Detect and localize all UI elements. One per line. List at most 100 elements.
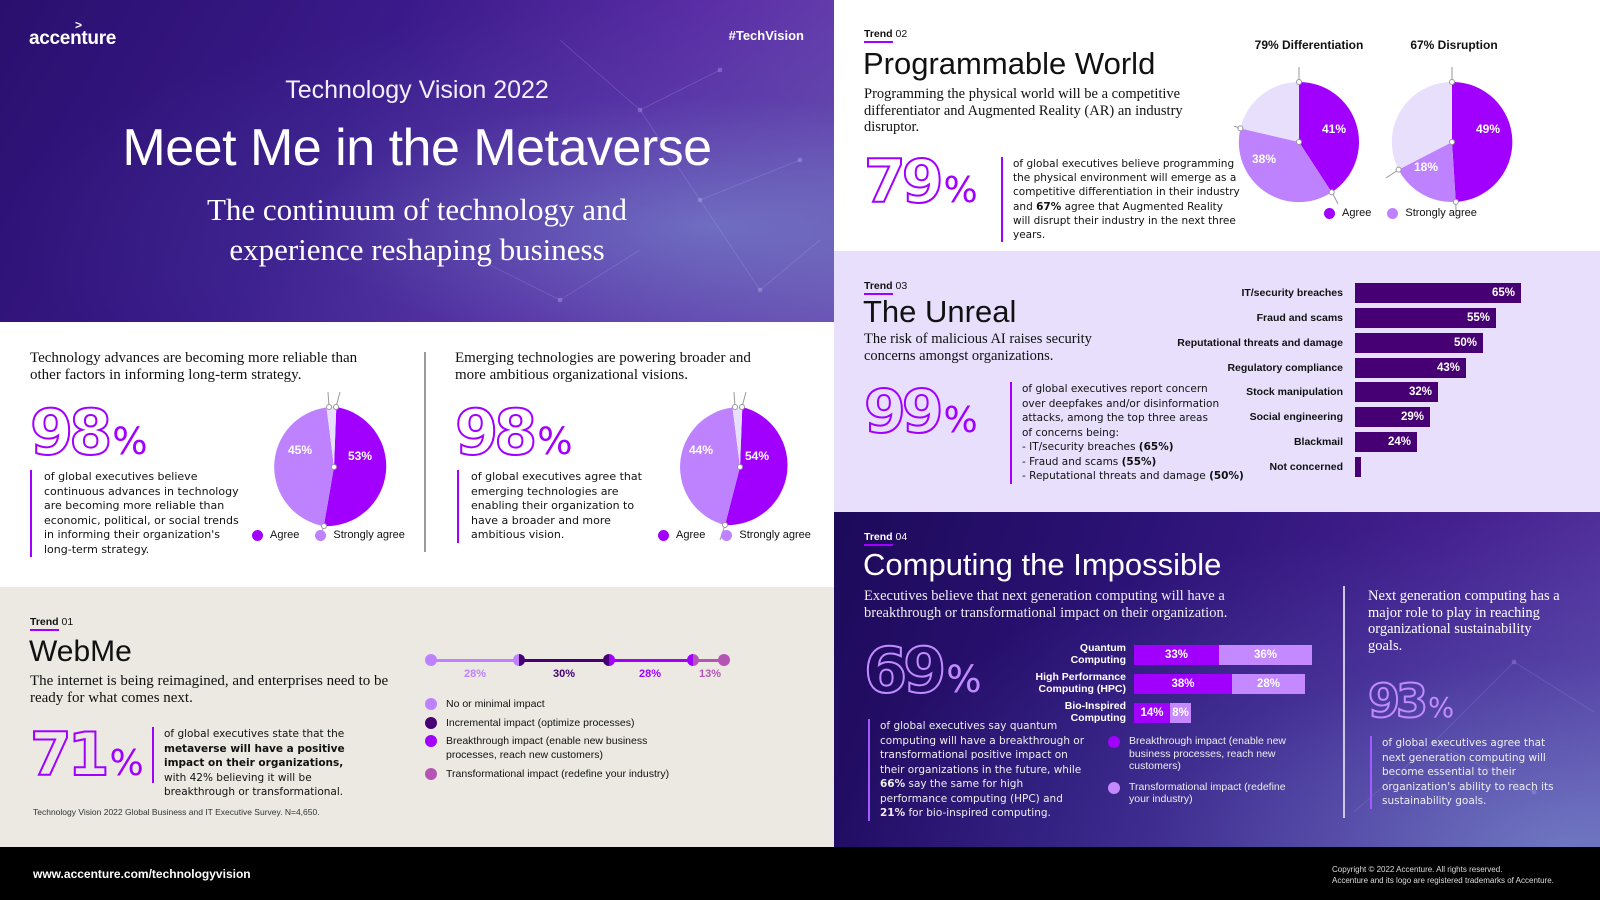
trend-label: Trend 01 [30,616,73,631]
bar: 24% [1355,432,1417,452]
trend-subtitle: The risk of malicious AI raises security… [864,331,1092,364]
bar: 43% [1355,358,1466,378]
legend-item-strongly-agree: Strongly agree [1387,207,1477,219]
timeline-value-minimal: 28% [463,668,487,680]
impact-legend: No or minimal impact Incremental impact … [425,697,669,785]
timeline-node [687,654,699,666]
pie-legend: Agree Strongly agree [1324,207,1477,219]
legend-swatch-strongly-agree [721,529,733,541]
pie-chart-differentiation [1234,67,1359,205]
trend-title: The Unreal [863,294,1017,329]
pie-chart-disruption [1385,67,1513,212]
key-stats-section: Technology advances are becoming more re… [0,322,834,587]
trend-label: Trend 02 [864,28,907,43]
legend-item-transformational: Transformational impact (redefine your i… [425,767,669,781]
legend-swatch [1108,736,1120,748]
bar-row: Regulatory compliance 43% [1169,358,1466,378]
timeline-value-incremental: 30% [552,668,576,680]
timeline-node [425,654,437,666]
stat-big-number: 79% [863,147,978,217]
stat-big-number: 98% [29,396,148,469]
pie-label-agree: 41% [1322,122,1347,136]
trend-subtitle: Programming the physical world will be a… [864,86,1183,135]
pie-label-strongly-agree: 18% [1414,160,1439,174]
stat-big-number: 98% [454,396,573,469]
stat-big-number: 93% [1367,674,1455,728]
impact-timeline-chart: 28% 30% 28% 13% [425,649,730,680]
hero-banner: > accenture #TechVision Technology Visio… [0,0,834,322]
bar-row: Not concerned [1169,457,1361,477]
section-divider [1343,586,1345,818]
pie-chart-tech-reliability [274,392,387,541]
timeline-segment-transformational [693,659,729,662]
stat-description: of global executives believe continuous … [30,470,240,557]
timeline-node [513,654,525,666]
bar-row-bio-inspired: Bio-Inspired Computing 14% 8% [1022,700,1191,724]
survey-source-note: Technology Vision 2022 Global Business a… [33,807,320,817]
bar-row-hpc: High Performance Computing (HPC) 38% 28% [1022,671,1305,695]
pie-label-strongly-agree: 38% [1252,152,1277,166]
legend-item-transformational: Transformational impact (redefine your i… [1108,781,1288,806]
bar: 50% [1355,333,1483,353]
trend-03-the-unreal: Trend 03 The Unreal The risk of maliciou… [834,251,1600,512]
trend-title: Computing the Impossible [863,547,1222,582]
timeline-value-breakthrough: 28% [638,668,662,680]
timeline-node [718,654,730,666]
bar-breakthrough: 38% [1134,673,1232,694]
stat-description: of global executives state that the meta… [152,727,367,798]
bar-row: Fraud and scams 55% [1169,308,1496,328]
website-link[interactable]: www.accenture.com/technologyvision [33,867,251,881]
pie-title-disruption: 67% Disruption [1410,38,1498,52]
hashtag: #TechVision [728,28,804,43]
bar: 55% [1355,308,1496,328]
bullet-item: - Reputational threats and damage (50%) [1022,470,1244,482]
legend-item-breakthrough: Breakthrough impact (enable new business… [1108,735,1288,773]
legend-item-incremental: Incremental impact (optimize processes) [425,716,669,730]
pie-label-agree: 49% [1476,122,1501,136]
stat-heading: Technology advances are becoming more re… [30,350,358,383]
legend-item-agree: Agree [252,529,299,541]
legend-item-strongly-agree: Strongly agree [315,529,405,541]
sustainability-description: of global executives agree that next gen… [1370,736,1560,809]
bar-transformational: 36% [1219,644,1312,665]
accenture-logo[interactable]: > accenture [29,18,117,49]
trend-subtitle: The internet is being reimagined, and en… [30,673,389,706]
timeline-segment-breakthrough [609,659,693,662]
page-title: Meet Me in the Metaverse [122,119,712,177]
legend-item-agree: Agree [1324,207,1371,219]
bullet-item: - Fraud and scams (55%) [1022,455,1157,468]
pie-chart-ambitious-vision [680,392,788,541]
bar-row: Blackmail 24% [1169,432,1417,452]
bar-row: IT/security breaches 65% [1169,283,1521,303]
stat-description: of global executives agree that emerging… [457,470,647,543]
stat-description: of global executives say quantum computi… [868,719,1088,821]
legend-item-breakthrough: Breakthrough impact (enable new business… [425,734,655,762]
pie-label-strongly-agree: 45% [288,443,313,457]
pie-label-agree: 53% [348,449,373,463]
stat-big-number: 71% [29,720,144,790]
bar [1355,457,1361,477]
legend-swatch [425,716,437,729]
bar: 32% [1355,382,1438,402]
timeline-node [603,654,615,666]
pie-label-agree: 54% [745,449,770,463]
legend-swatch [425,767,437,780]
legend-swatch [425,698,437,710]
stat-big-number: 69% [863,634,982,707]
section-divider [424,352,426,552]
report-kicker: Technology Vision 2022 [285,76,549,104]
pie-label-strongly-agree: 44% [689,443,714,457]
computing-legend: Breakthrough impact (enable new business… [1108,735,1288,814]
legend-swatch [1108,781,1120,794]
pie-legend: Agree Strongly agree [658,529,811,541]
legend-swatch-strongly-agree [1387,207,1399,219]
legend-swatch-agree [1324,207,1335,219]
trend-subtitle: Executives believe that next generation … [864,588,1228,621]
trend-04-computing-the-impossible: Trend 04 Computing the Impossible Execut… [834,512,1600,847]
page-subtitle: The continuum of technology and experien… [206,192,628,267]
stat-heading: Emerging technologies are powering broad… [455,350,751,383]
bar-breakthrough: 33% [1134,644,1219,665]
pie-title-differentiation: 79% Differentiation [1254,38,1364,52]
logo-chevron-icon: > [75,18,82,32]
trend-label: Trend 04 [864,531,907,546]
